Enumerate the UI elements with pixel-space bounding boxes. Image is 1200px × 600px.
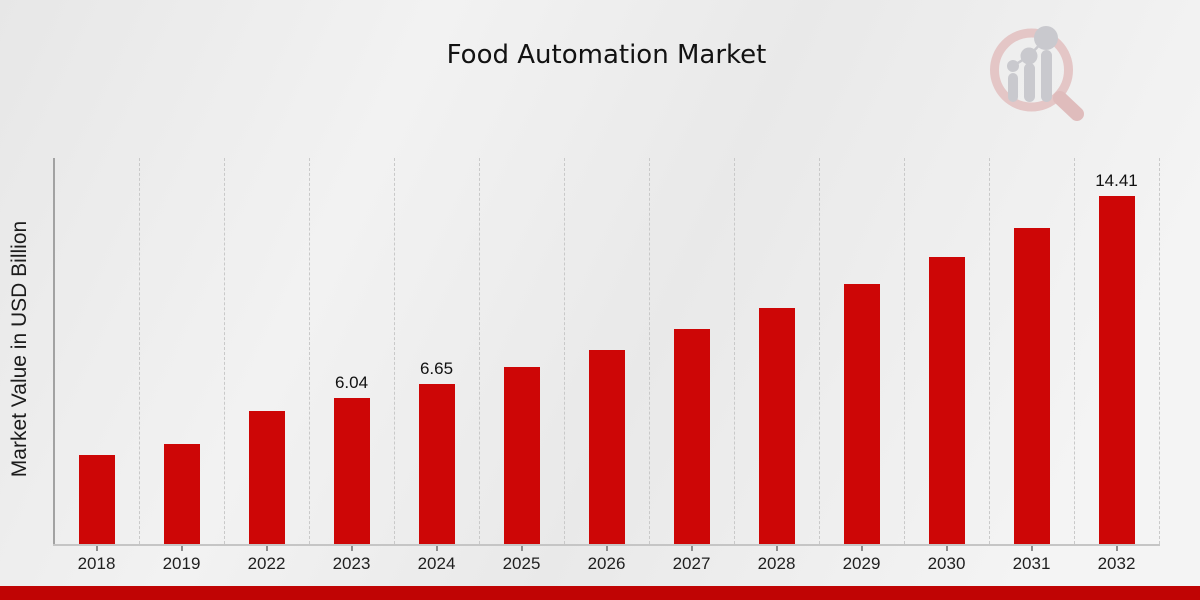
tick-mark [1030,546,1033,551]
chart-title: Food Automation Market [446,40,767,70]
x-axis-label-2025: 2025 [502,554,541,573]
x-axis-line [53,544,1160,546]
x-tick-cell-2028: 2028 [734,546,819,574]
bar-2018 [78,454,115,544]
y-axis-title: Market Value in USD Billion [8,220,31,478]
tick-mark [860,546,863,551]
x-axis-label-2030: 2030 [927,554,966,573]
bar-2026 [588,349,625,544]
x-axis-label-2024: 2024 [417,554,456,573]
bar-column-2025 [479,158,564,544]
x-axis-label-2018: 2018 [77,554,116,573]
magnifier-ring-icon [990,28,1073,112]
bar-column-2030 [904,158,989,544]
bar-column-2032: 14.41 [1074,158,1159,544]
x-tick-cell-2024: 2024 [394,546,479,574]
x-axis-label-2019: 2019 [162,554,201,573]
gridline [649,158,650,544]
gridline [1159,158,1160,544]
x-tick-cell-2031: 2031 [989,546,1074,574]
gridline [224,158,225,544]
logo-bar-small-icon [1008,73,1018,102]
gridline [564,158,565,544]
bar-value-label-2032: 14.41 [1095,171,1138,191]
logo-dot-small-icon [1007,60,1019,72]
bar-2031 [1013,228,1050,544]
gridline [139,158,140,544]
x-axis-label-2026: 2026 [587,554,626,573]
gridline [904,158,905,544]
tick-mark [520,546,523,551]
gridline [309,158,310,544]
tick-mark [95,546,98,551]
bar-column-2018 [54,158,139,544]
logo-dot-large-icon [1034,26,1058,50]
bar-column-2031 [989,158,1074,544]
bar-column-2022 [224,158,309,544]
x-axis-label-2023: 2023 [332,554,371,573]
x-axis-label-2029: 2029 [842,554,881,573]
x-tick-cell-2030: 2030 [904,546,989,574]
bar-column-2024: 6.65 [394,158,479,544]
tick-mark [1115,546,1118,551]
bar-column-2027 [649,158,734,544]
tick-mark [945,546,948,551]
bar-column-2019 [139,158,224,544]
tick-mark [690,546,693,551]
bar-column-2029 [819,158,904,544]
bar-value-label-2024: 6.65 [419,358,454,378]
tick-mark [350,546,353,551]
bar-2029 [843,283,880,544]
x-axis-label-2022: 2022 [247,554,286,573]
x-tick-cell-2032: 2032 [1074,546,1159,574]
bar-column-2026 [564,158,649,544]
tick-mark [775,546,778,551]
bar-2027 [673,329,710,544]
tick-mark [180,546,183,551]
x-axis-labels: 2018 2019 2022 2023 2024 2025 2026 2027 2028 2029… [54,546,1159,580]
x-tick-cell-2018: 2018 [54,546,139,574]
gridline [734,158,735,544]
x-tick-cell-2023: 2023 [309,546,394,574]
bar-2032 [1098,196,1135,544]
plot-area: 6.04 6.65 14.41 [54,158,1160,544]
x-axis-label-2028: 2028 [757,554,796,573]
gridline [989,158,990,544]
bar-2019 [163,443,200,544]
footer-accent-bar [0,586,1200,600]
x-tick-cell-2025: 2025 [479,546,564,574]
bar-column-2023: 6.04 [309,158,394,544]
x-tick-cell-2022: 2022 [224,546,309,574]
x-axis-label-2032: 2032 [1097,554,1136,573]
bar-2023 [333,398,370,544]
magnifier-bar-chart-logo-watermark [990,26,1084,121]
y-axis-line [53,158,55,546]
bar-2024 [418,383,455,544]
bar-column-2028 [734,158,819,544]
bar-2030 [928,257,965,544]
tick-mark [605,546,608,551]
x-tick-cell-2026: 2026 [564,546,649,574]
bar-2022 [248,411,285,544]
tick-mark [265,546,268,551]
bar-2028 [758,307,795,544]
x-tick-cell-2029: 2029 [819,546,904,574]
magnifier-handle-icon [1053,91,1084,121]
gridline [1074,158,1075,544]
gridline [479,158,480,544]
x-axis-label-2031: 2031 [1012,554,1051,573]
logo-dot-medium-icon [1020,47,1038,65]
x-tick-cell-2019: 2019 [139,546,224,574]
logo-bar-medium-icon [1024,63,1035,102]
x-axis-label-2027: 2027 [672,554,711,573]
bar-value-label-2023: 6.04 [334,373,369,393]
logo-bar-tall-icon [1041,50,1052,102]
x-tick-cell-2027: 2027 [649,546,734,574]
gridline [819,158,820,544]
tick-mark [435,546,438,551]
bar-2025 [503,367,540,544]
gridline [394,158,395,544]
